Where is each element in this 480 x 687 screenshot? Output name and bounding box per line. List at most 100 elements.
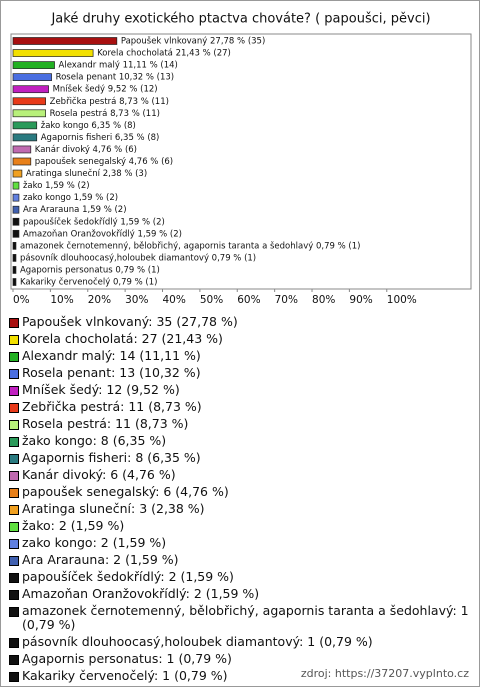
legend-label: Ara Ararauna: 2 (1,59 %)	[22, 552, 179, 567]
chart-title: Jaké druhy exotického ptactva chováte? (…	[50, 12, 430, 27]
x-tick-label: 10%	[50, 294, 73, 306]
legend-label: Korela chocholatá: 27 (21,43 %)	[22, 331, 223, 346]
legend-swatch	[9, 352, 19, 362]
x-tick-label: 70%	[275, 294, 298, 306]
bar	[12, 266, 17, 274]
bar	[12, 85, 49, 94]
x-tick-label: 20%	[88, 294, 111, 306]
value-label: zako kongo 1,59 % (2)	[23, 193, 118, 203]
bar	[12, 278, 17, 286]
legend-label: pásovník dlouhoocasý,holoubek diamantový…	[22, 634, 373, 649]
legend-item: Ara Ararauna: 2 (1,59 %)	[9, 553, 471, 567]
bar	[12, 133, 38, 142]
value-label: žako kongo 6,35 % (8)	[41, 121, 136, 131]
legend-swatch	[9, 386, 19, 396]
legend-label: Kanár divoký: 6 (4,76 %)	[22, 467, 176, 482]
legend-label: Agapornis personatus: 1 (0,79 %)	[22, 651, 232, 666]
x-tick-label: 40%	[163, 294, 186, 306]
legend-item: Kakariky červenočelý: 1 (0,79 %)	[9, 669, 471, 683]
value-label: Ara Ararauna 1,59 % (2)	[23, 205, 127, 215]
legend-swatch	[9, 488, 19, 498]
legend-label: papoušíček šedokřídlý: 2 (1,59 %)	[22, 569, 234, 584]
legend-swatch	[9, 454, 19, 464]
legend-item: Amazoňan Oranžovokřídlý: 2 (1,59 %)	[9, 587, 471, 601]
legend-label: Rosela pestrá: 11 (8,73 %)	[22, 416, 189, 431]
legend-item: žako kongo: 8 (6,35 %)	[9, 434, 471, 448]
legend-item: zako kongo: 2 (1,59 %)	[9, 536, 471, 550]
bar	[12, 181, 20, 190]
legend-swatch	[9, 369, 19, 379]
value-label: Kakariky červenočelý 0,79 % (1)	[20, 277, 158, 288]
value-label: Agapornis personatus 0,79 % (1)	[20, 265, 160, 275]
legend-item: Agapornis fisheri: 8 (6,35 %)	[9, 451, 471, 465]
bar	[12, 97, 46, 106]
legend: Papoušek vlnkovaný: 35 (27,78 %) Korela c…	[9, 315, 471, 686]
x-tick-label: 80%	[312, 294, 335, 306]
legend-label: Agapornis fisheri: 8 (6,35 %)	[22, 450, 201, 465]
legend-item: Alexandr malý: 14 (11,11 %)	[9, 349, 471, 363]
legend-label: žako: 2 (1,59 %)	[22, 518, 125, 533]
legend-label: zako kongo: 2 (1,59 %)	[22, 535, 167, 550]
value-label: Mníšek šedý 9,52 % (12)	[53, 84, 158, 95]
value-label: Zebřička pestrá 8,73 % (11)	[50, 96, 169, 107]
bar	[12, 49, 94, 57]
legend-item: Zebřička pestrá: 11 (8,73 %)	[9, 400, 471, 414]
legend-item: Rosela pestrá: 11 (8,73 %)	[9, 417, 471, 431]
legend-swatch	[9, 539, 19, 549]
value-label: Rosela pestrá 8,73 % (11)	[50, 109, 160, 119]
legend-label: papoušek senegalský: 6 (4,76 %)	[22, 484, 229, 499]
legend-swatch	[9, 638, 19, 648]
value-label: papoušek senegalský 4,76 % (6)	[35, 156, 173, 167]
legend-item: papoušek senegalský: 6 (4,76 %)	[9, 485, 471, 499]
bar	[12, 121, 38, 130]
legend-label: Papoušek vlnkovaný: 35 (27,78 %)	[22, 314, 238, 329]
legend-swatch	[9, 672, 19, 682]
plot-frame	[10, 33, 472, 290]
value-label: žako 1,59 % (2)	[23, 181, 90, 191]
legend-item: Papoušek vlnkovaný: 35 (27,78 %)	[9, 315, 471, 329]
legend-swatch	[9, 403, 19, 413]
legend-swatch	[9, 335, 19, 345]
legend-label: Alexandr malý: 14 (11,11 %)	[22, 348, 201, 363]
bar	[12, 229, 20, 238]
x-tick-label: 0%	[13, 294, 30, 306]
value-label: Agapornis fisheri 6,35 % (8)	[41, 133, 160, 143]
legend-item: Mníšek šedý: 12 (9,52 %)	[9, 383, 471, 397]
bar	[12, 169, 23, 178]
value-label: papoušíček šedokřídlý 1,59 % (2)	[23, 216, 165, 227]
bar	[12, 254, 17, 262]
legend-label: Kakariky červenočelý: 1 (0,79 %)	[22, 668, 228, 683]
x-tick-label: 60%	[237, 294, 260, 306]
legend-item: Rosela penant: 13 (10,32 %)	[9, 366, 471, 380]
bar	[12, 61, 55, 69]
legend-swatch	[9, 437, 19, 447]
x-tick-label: 30%	[125, 294, 148, 306]
value-label: Kanár divoký 4,76 % (6)	[35, 145, 137, 155]
chart: Jaké druhy exotického ptactva chováte? (…	[10, 12, 472, 306]
bar	[12, 145, 32, 154]
legend-swatch	[9, 607, 19, 617]
legend-item: amazonek černotemenný, bělobřichý, agapo…	[9, 604, 471, 632]
legend-swatch	[9, 556, 19, 566]
legend-swatch	[9, 318, 19, 328]
x-tick-label: 90%	[349, 294, 372, 306]
legend-swatch	[9, 655, 19, 665]
value-label: Rosela penant 10,32 % (13)	[56, 73, 175, 83]
legend-label: Mníšek šedý: 12 (9,52 %)	[22, 382, 180, 397]
value-label: Papoušek vlnkovaný 27,78 % (35)	[121, 36, 265, 47]
value-label: amazonek černotemenný, bělobřichý, agapo…	[20, 240, 361, 251]
legend-swatch	[9, 590, 19, 600]
legend-item: Agapornis personatus: 1 (0,79 %)	[9, 652, 471, 666]
value-label: Amazoňan Oranžovokřídlý 1,59 % (2)	[23, 228, 182, 239]
value-label: Aratinga sluneční 2,38 % (3)	[26, 168, 147, 179]
value-label: Alexandr malý 11,11 % (14)	[59, 61, 178, 71]
legend-item: žako: 2 (1,59 %)	[9, 519, 471, 533]
legend-label: Rosela penant: 13 (10,32 %)	[22, 365, 201, 380]
source: zdroj: https://37207.vyplnto.cz	[300, 667, 469, 680]
bar	[12, 193, 20, 202]
bar	[12, 205, 20, 214]
value-label: pásovník dlouhoocasý,holoubek diamantový…	[20, 253, 256, 263]
legend-swatch	[9, 420, 19, 430]
legend-swatch	[9, 471, 19, 481]
